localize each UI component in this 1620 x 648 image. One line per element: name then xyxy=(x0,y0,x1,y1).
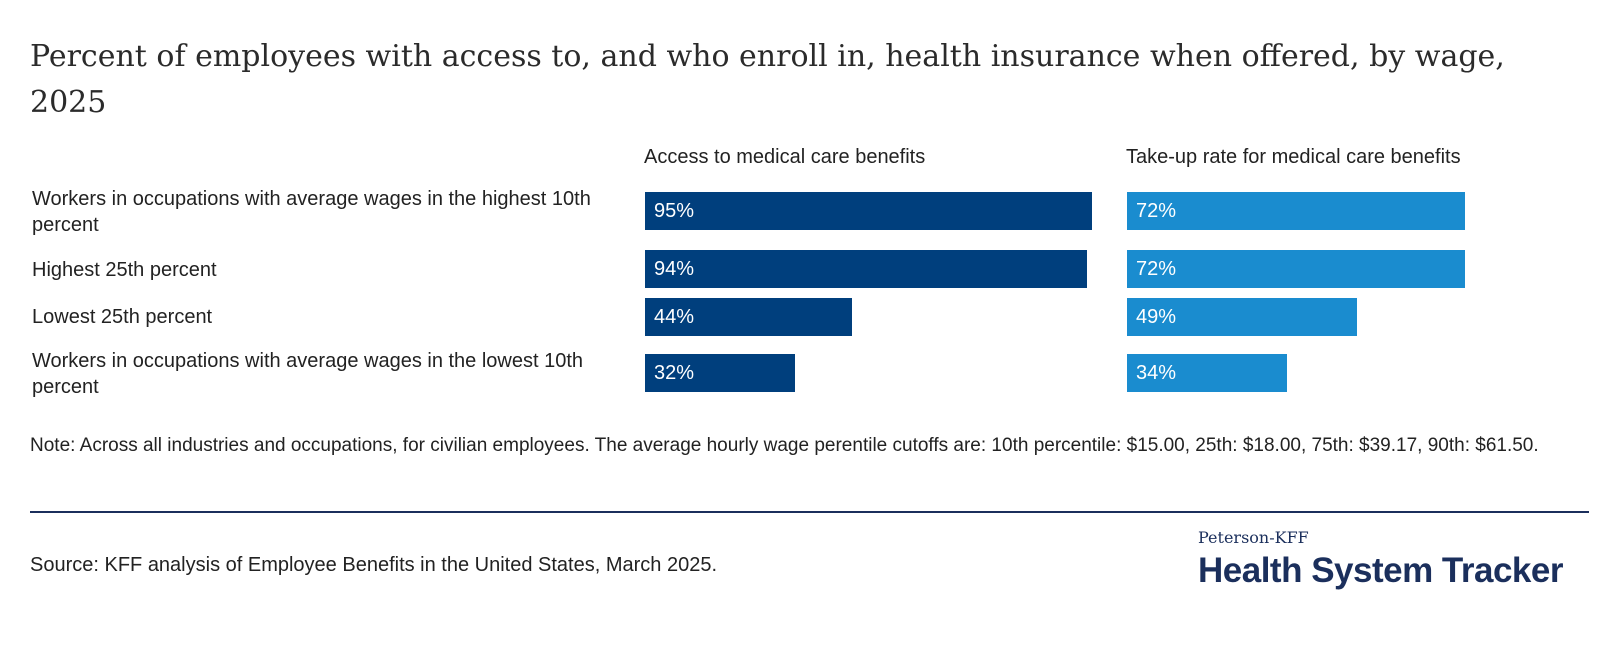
logo-peterson-kff: Peterson-KFF xyxy=(1198,528,1309,547)
row-label-highest-25th: Highest 25th percent xyxy=(32,259,217,281)
bar-value-label: 72% xyxy=(1136,200,1177,222)
bar-value-label: 95% xyxy=(654,200,695,222)
chart-source: Source: KFF analysis of Employee Benefit… xyxy=(30,554,718,576)
bar-access-highest-25th: 94% xyxy=(645,250,1087,288)
column-header-access: Access to medical care benefits xyxy=(644,146,926,168)
bar-value-label: 94% xyxy=(654,258,695,280)
chart-title: Percent of employees with access to, and… xyxy=(30,39,1505,120)
divider xyxy=(30,511,1589,513)
bar-access-highest-10th: 95% xyxy=(645,192,1092,230)
bar-take-up-highest-10th: 72% xyxy=(1127,192,1466,230)
bar-take-up-lowest-10th: 34% xyxy=(1127,354,1287,392)
bar-value-label: 32% xyxy=(654,362,695,384)
bar-access-lowest-25th: 44% xyxy=(645,298,852,336)
bar-value-label: 44% xyxy=(654,306,695,328)
bar-value-label: 34% xyxy=(1136,362,1177,384)
bar-take-up-lowest-25th: 49% xyxy=(1127,298,1358,336)
column-header-take-up: Take-up rate for medical care benefits xyxy=(1126,146,1461,168)
bar-value-label: 72% xyxy=(1136,258,1177,280)
row-label-lowest-10th: Workers in occupations with average wage… xyxy=(32,350,584,398)
bar-take-up-highest-25th: 72% xyxy=(1127,250,1466,288)
bar-access-lowest-10th: 32% xyxy=(645,354,796,392)
bar-value-label: 49% xyxy=(1136,306,1177,328)
row-label-lowest-25th: Lowest 25th percent xyxy=(32,306,213,328)
row-label-highest-10th: Workers in occupations with average wage… xyxy=(32,188,591,236)
logo-health-system-tracker: Health System Tracker xyxy=(1198,551,1563,590)
chart-note: Note: Across all industries and occupati… xyxy=(30,435,1539,456)
